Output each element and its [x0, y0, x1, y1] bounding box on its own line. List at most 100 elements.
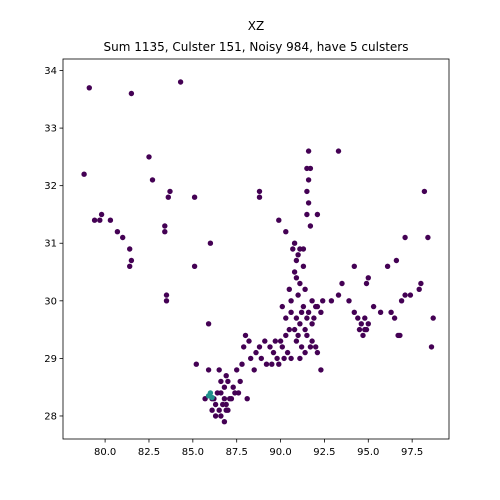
x-tick-label: 82.5: [138, 447, 160, 458]
scatter-point: [430, 315, 436, 321]
scatter-point: [241, 344, 247, 350]
scatter-point: [377, 309, 384, 315]
scatter-point: [262, 338, 268, 344]
scatter-point: [293, 338, 300, 344]
scatter-point: [318, 309, 324, 315]
scatter-point: [425, 234, 431, 241]
scatter-point: [295, 332, 301, 339]
scatter-point: [313, 344, 319, 350]
scatter-point: [276, 361, 282, 367]
scatter-point: [162, 223, 168, 229]
scatter-point: [320, 298, 326, 304]
y-tick-label: 29: [44, 354, 57, 365]
scatter-point: [114, 229, 121, 235]
x-tick-label: 90.0: [269, 447, 291, 458]
scatter-point: [300, 303, 307, 310]
scatter-point: [283, 332, 289, 339]
scatter-point: [279, 303, 285, 310]
scatter-point: [309, 338, 315, 344]
scatter-point: [297, 280, 303, 287]
scatter-point: [304, 188, 310, 195]
scatter-point: [421, 188, 428, 195]
scatter-point: [221, 396, 228, 402]
scatter-point: [149, 177, 156, 183]
scatter-point: [221, 419, 228, 425]
chart-title: XZ: [248, 19, 264, 33]
scatter-point: [218, 390, 224, 396]
scatter-point: [291, 269, 298, 275]
scatter-point: [269, 361, 275, 367]
scatter-point: [128, 90, 135, 97]
scatter-point: [205, 367, 212, 373]
plot-frame: [62, 58, 450, 440]
x-tick-label: 80.0: [94, 447, 116, 458]
scatter-point: [162, 229, 168, 235]
scatter-point: [302, 326, 308, 333]
scatter-point: [177, 79, 184, 85]
scatter-point: [360, 332, 366, 339]
scatter-point: [309, 298, 315, 304]
scatter-point: [311, 315, 317, 321]
scatter-point: [395, 332, 401, 339]
scatter-point: [163, 292, 170, 298]
scatter-point: [363, 280, 370, 287]
scatter-point: [216, 407, 222, 413]
scatter-point: [120, 234, 126, 241]
scatter-point: [318, 367, 324, 373]
scatter-point: [302, 286, 308, 292]
scatter-point: [216, 367, 222, 373]
scatter-point: [107, 217, 114, 223]
scatter-point: [307, 344, 314, 350]
scatter-point: [304, 315, 310, 321]
scatter-point: [207, 240, 214, 246]
scatter-point: [98, 211, 105, 218]
scatter-point: [218, 378, 224, 385]
scatter-point: [127, 263, 133, 269]
scatter-point: [346, 298, 352, 304]
scatter-point: [127, 246, 133, 252]
scatter-point: [305, 309, 312, 315]
scatter-point: [91, 217, 98, 223]
scatter-point: [416, 286, 422, 292]
scatter-point: [351, 309, 357, 315]
y-tick-label: 28: [44, 411, 57, 422]
scatter-point: [391, 315, 398, 321]
scatter-point: [279, 344, 285, 350]
scatter-point: [263, 361, 270, 367]
scatter-point: [402, 292, 408, 298]
scatter-point: [223, 373, 229, 379]
y-tick-label: 32: [44, 181, 57, 192]
scatter-point: [358, 321, 364, 327]
scatter-point: [370, 303, 377, 310]
scatter-point: [212, 401, 219, 408]
scatter-point: [209, 407, 215, 413]
scatter-point: [305, 177, 312, 183]
scatter-point: [167, 188, 173, 195]
scatter-point: [205, 321, 212, 327]
scatter-point: [272, 338, 278, 344]
scatter-point: [227, 396, 233, 402]
scatter-point: [253, 349, 259, 356]
scatter-point: [256, 188, 263, 195]
scatter-point: [288, 309, 294, 315]
scatter-point: [356, 326, 363, 333]
scatter-point: [335, 148, 342, 154]
scatter-point: [307, 223, 314, 229]
scatter-point: [291, 326, 298, 333]
scatter-point: [283, 315, 289, 321]
scatter-point: [230, 384, 236, 390]
scatter-point: [248, 355, 254, 362]
x-tick-label: 87.5: [226, 447, 248, 458]
scatter-point: [97, 217, 103, 223]
scatter-point: [305, 148, 312, 154]
scatter-point: [291, 240, 298, 246]
scatter-point: [293, 275, 300, 281]
scatter-point: [244, 396, 250, 402]
scatter-point: [288, 355, 294, 362]
scatter-point: [191, 263, 198, 269]
scatter-point: [407, 292, 414, 298]
scatter-point: [251, 367, 257, 373]
x-tick-label: 97.5: [401, 447, 423, 458]
scatter-point: [297, 355, 303, 362]
